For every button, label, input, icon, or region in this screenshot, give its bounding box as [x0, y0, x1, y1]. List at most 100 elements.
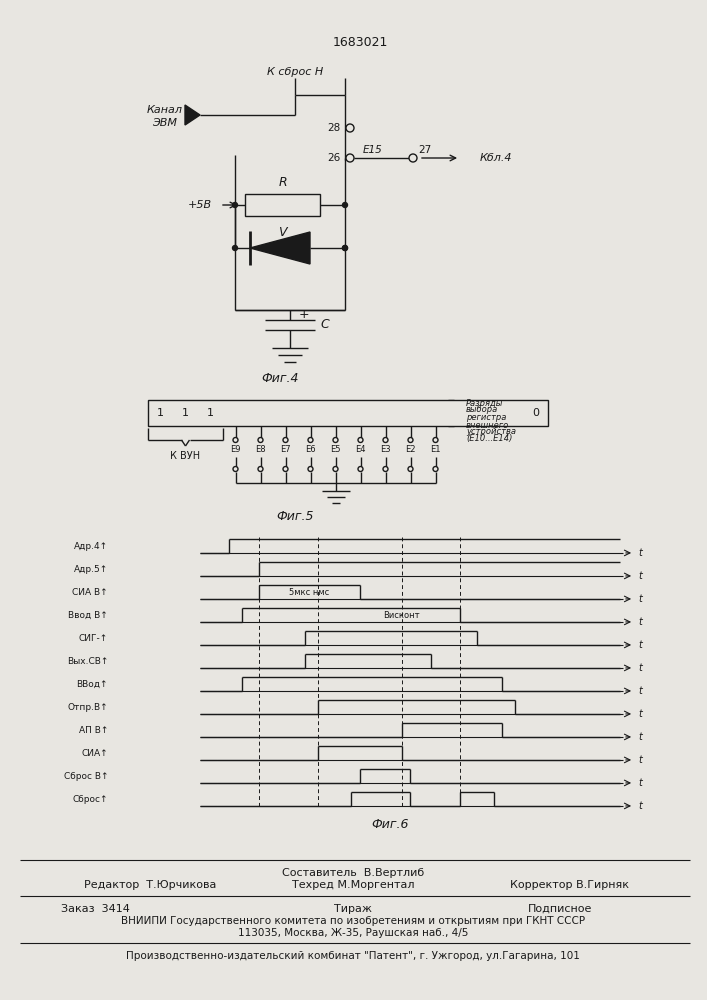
- Text: Сброс В↑: Сброс В↑: [64, 772, 108, 781]
- Circle shape: [283, 466, 288, 472]
- Text: Подписное: Подписное: [528, 904, 592, 914]
- Text: E3: E3: [380, 444, 391, 454]
- Text: Адр.5↑: Адр.5↑: [74, 565, 108, 574]
- Text: 113035, Москва, Ж-35, Раушская наб., 4/5: 113035, Москва, Ж-35, Раушская наб., 4/5: [238, 928, 468, 938]
- Text: Редактор  Т.Юрчикова: Редактор Т.Юрчикова: [84, 880, 216, 890]
- Text: ЭВМ: ЭВМ: [153, 118, 177, 128]
- Text: t: t: [638, 617, 642, 627]
- Text: 1683021: 1683021: [332, 36, 387, 49]
- Text: Составитель  В.Вертлиб: Составитель В.Вертлиб: [282, 868, 424, 878]
- Text: E8: E8: [255, 444, 266, 454]
- Text: E1: E1: [431, 444, 440, 454]
- Text: К сброс Н: К сброс Н: [267, 67, 323, 77]
- Circle shape: [308, 438, 313, 442]
- Circle shape: [346, 154, 354, 162]
- Text: Производственно-издательский комбинат "Патент", г. Ужгород, ул.Гагарина, 101: Производственно-издательский комбинат "П…: [126, 951, 580, 961]
- Text: R: R: [278, 176, 287, 188]
- Circle shape: [308, 466, 313, 472]
- Text: СИА В↑: СИА В↑: [72, 588, 108, 597]
- Text: +5В: +5В: [188, 200, 212, 210]
- Circle shape: [283, 438, 288, 442]
- Circle shape: [358, 438, 363, 442]
- Text: Фиг.6: Фиг.6: [371, 818, 409, 832]
- Text: ВВод↑: ВВод↑: [76, 680, 108, 689]
- Polygon shape: [250, 232, 310, 264]
- Text: ВНИИПИ Государственного комитета по изобретениям и открытиям при ГКНТ СССР: ВНИИПИ Государственного комитета по изоб…: [121, 916, 585, 926]
- Circle shape: [233, 466, 238, 472]
- Text: t: t: [638, 732, 642, 742]
- Text: Тираж: Тираж: [334, 904, 372, 914]
- Text: E4: E4: [355, 444, 366, 454]
- Circle shape: [333, 438, 338, 442]
- Text: 28: 28: [327, 123, 340, 133]
- Text: t: t: [638, 778, 642, 788]
- Text: t: t: [638, 594, 642, 604]
- Text: 0: 0: [532, 408, 539, 418]
- Text: 1: 1: [182, 408, 189, 418]
- Text: E2: E2: [405, 444, 416, 454]
- Circle shape: [233, 202, 238, 208]
- Text: C: C: [320, 318, 329, 332]
- Text: 27: 27: [419, 145, 432, 155]
- Text: Адр.4↑: Адр.4↑: [74, 542, 108, 551]
- Circle shape: [258, 438, 263, 442]
- Circle shape: [342, 245, 348, 250]
- Text: Ввод В↑: Ввод В↑: [69, 611, 108, 620]
- Circle shape: [408, 466, 413, 472]
- Circle shape: [433, 466, 438, 472]
- Text: Техред М.Моргентал: Техред М.Моргентал: [292, 880, 414, 890]
- Circle shape: [383, 438, 388, 442]
- Text: t: t: [638, 709, 642, 719]
- Text: устройства: устройства: [466, 428, 516, 436]
- Text: 1: 1: [207, 408, 214, 418]
- Text: Кбл.4: Кбл.4: [480, 153, 513, 163]
- Circle shape: [433, 438, 438, 442]
- Text: V: V: [278, 226, 286, 238]
- Text: 5мкс нмс: 5мкс нмс: [289, 588, 329, 597]
- Text: E6: E6: [305, 444, 316, 454]
- Circle shape: [346, 124, 354, 132]
- Bar: [245, 194, 320, 216]
- Circle shape: [342, 245, 348, 250]
- Text: Вых.СВ↑: Вых.СВ↑: [66, 657, 108, 666]
- Text: Сброс↑: Сброс↑: [73, 795, 108, 804]
- Text: Заказ  3414: Заказ 3414: [61, 904, 129, 914]
- Circle shape: [233, 245, 238, 250]
- Text: t: t: [638, 548, 642, 558]
- Text: Корректор В.Гирняк: Корректор В.Гирняк: [510, 880, 629, 890]
- Text: Отпр.В↑: Отпр.В↑: [67, 703, 108, 712]
- Polygon shape: [185, 105, 200, 125]
- Text: t: t: [638, 640, 642, 650]
- Text: 1: 1: [157, 408, 164, 418]
- Circle shape: [383, 466, 388, 472]
- Text: E7: E7: [280, 444, 291, 454]
- Text: t: t: [638, 663, 642, 673]
- Text: E15: E15: [363, 145, 383, 155]
- Bar: [148, 400, 548, 426]
- Circle shape: [358, 466, 363, 472]
- Text: t: t: [638, 801, 642, 811]
- Text: Канал: Канал: [147, 105, 183, 115]
- Text: АП В↑: АП В↑: [78, 726, 108, 735]
- Text: Фиг.4: Фиг.4: [262, 371, 299, 384]
- Text: Разряды: Разряды: [466, 398, 503, 408]
- Text: регистра: регистра: [466, 412, 506, 422]
- Circle shape: [342, 202, 348, 208]
- Text: t: t: [638, 571, 642, 581]
- Circle shape: [409, 154, 417, 162]
- Text: СИГ-↑: СИГ-↑: [78, 634, 108, 643]
- Text: t: t: [638, 755, 642, 765]
- Text: внешнего: внешнего: [466, 420, 509, 430]
- Text: Фиг.5: Фиг.5: [276, 510, 314, 522]
- Text: К ВУН: К ВУН: [170, 451, 201, 461]
- Text: t: t: [638, 686, 642, 696]
- Text: выбора: выбора: [466, 406, 498, 414]
- Text: E5: E5: [330, 444, 341, 454]
- Circle shape: [408, 438, 413, 442]
- Text: Висконт: Висконт: [383, 611, 420, 620]
- Text: (Е10...Е14): (Е10...Е14): [466, 434, 513, 444]
- Text: СИА↑: СИА↑: [81, 749, 108, 758]
- Circle shape: [333, 466, 338, 472]
- Text: E9: E9: [230, 444, 241, 454]
- Text: 26: 26: [327, 153, 340, 163]
